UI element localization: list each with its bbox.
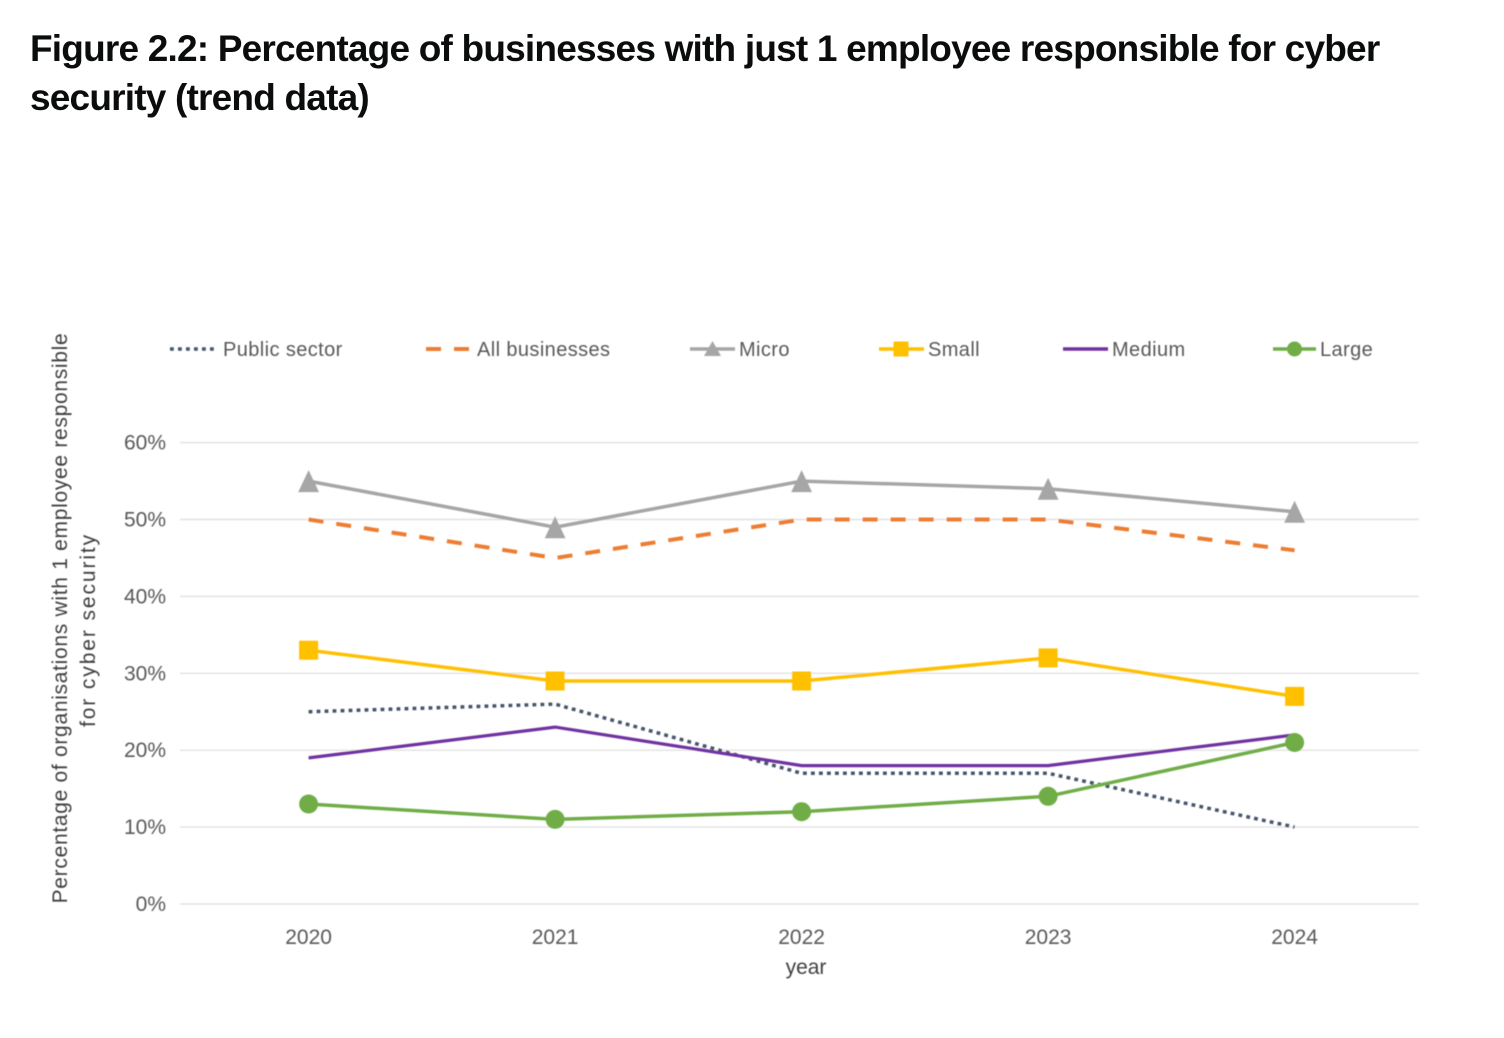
svg-text:2023: 2023 [1025,926,1072,949]
svg-text:All businesses: All businesses [477,339,610,361]
svg-text:20%: 20% [124,739,166,762]
svg-text:Medium: Medium [1112,339,1186,361]
svg-text:Micro: Micro [739,339,790,361]
svg-text:0%: 0% [136,893,166,916]
svg-text:Small: Small [928,339,980,361]
svg-text:Public sector: Public sector [223,339,343,361]
svg-text:50%: 50% [124,509,166,532]
svg-text:2020: 2020 [285,926,332,949]
svg-text:40%: 40% [124,585,166,608]
svg-text:10%: 10% [124,816,166,839]
svg-text:year: year [786,956,827,979]
svg-text:for cyber security: for cyber security [77,533,100,727]
svg-text:60%: 60% [124,432,166,455]
svg-text:2024: 2024 [1271,926,1318,949]
svg-text:Percentage of organisations w: Percentage of organisations with 1 emplo… [49,333,72,904]
svg-text:2021: 2021 [532,926,579,949]
svg-text:2022: 2022 [778,926,825,949]
svg-text:Large: Large [1320,339,1373,361]
svg-text:30%: 30% [124,662,166,685]
